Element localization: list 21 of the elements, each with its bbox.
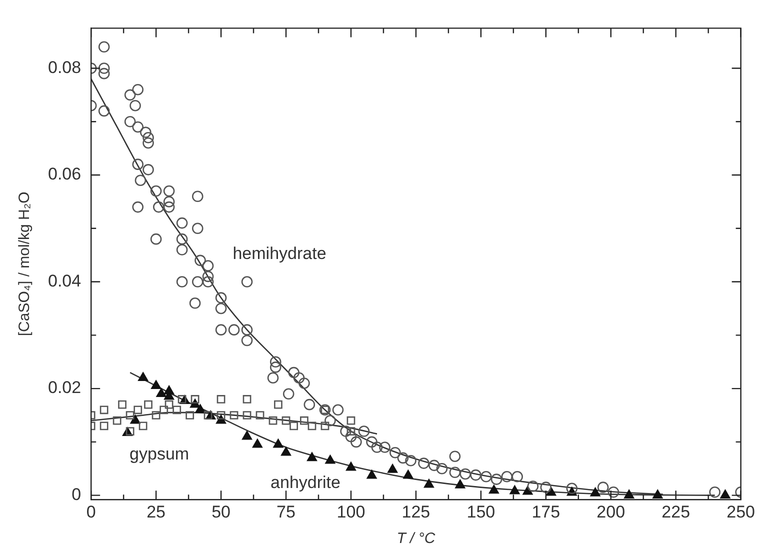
x-tick-label: 100 — [336, 502, 366, 522]
x-tick-label: 150 — [466, 502, 496, 522]
series-label: hemihydrate — [232, 244, 326, 264]
x-tick-label: 225 — [662, 502, 690, 522]
x-axis-title: T / °C — [396, 530, 436, 548]
series-label: anhydrite — [270, 472, 340, 492]
y-tick-label: 0.06 — [48, 164, 82, 184]
y-tick-label: 0.04 — [48, 271, 82, 290]
y-tick-label: 0 — [72, 485, 82, 504]
x-tick-label: 75 — [276, 502, 296, 522]
x-tick-label: 250 — [726, 502, 756, 522]
x-tick-label: 50 — [212, 502, 230, 522]
x-tick-label: 25 — [146, 502, 166, 522]
x-tick-label: 200 — [596, 502, 626, 522]
series-label: gypsum — [130, 444, 190, 464]
y-tick-label: 0.02 — [48, 378, 82, 398]
x-tick-label: 125 — [402, 502, 430, 522]
x-tick-label: 0 — [86, 502, 96, 522]
y-tick-label: 0.08 — [48, 58, 82, 77]
x-tick-label: 175 — [532, 502, 560, 522]
y-axis-title: [CaSO₄] / mol/kg H₂O — [16, 192, 34, 336]
